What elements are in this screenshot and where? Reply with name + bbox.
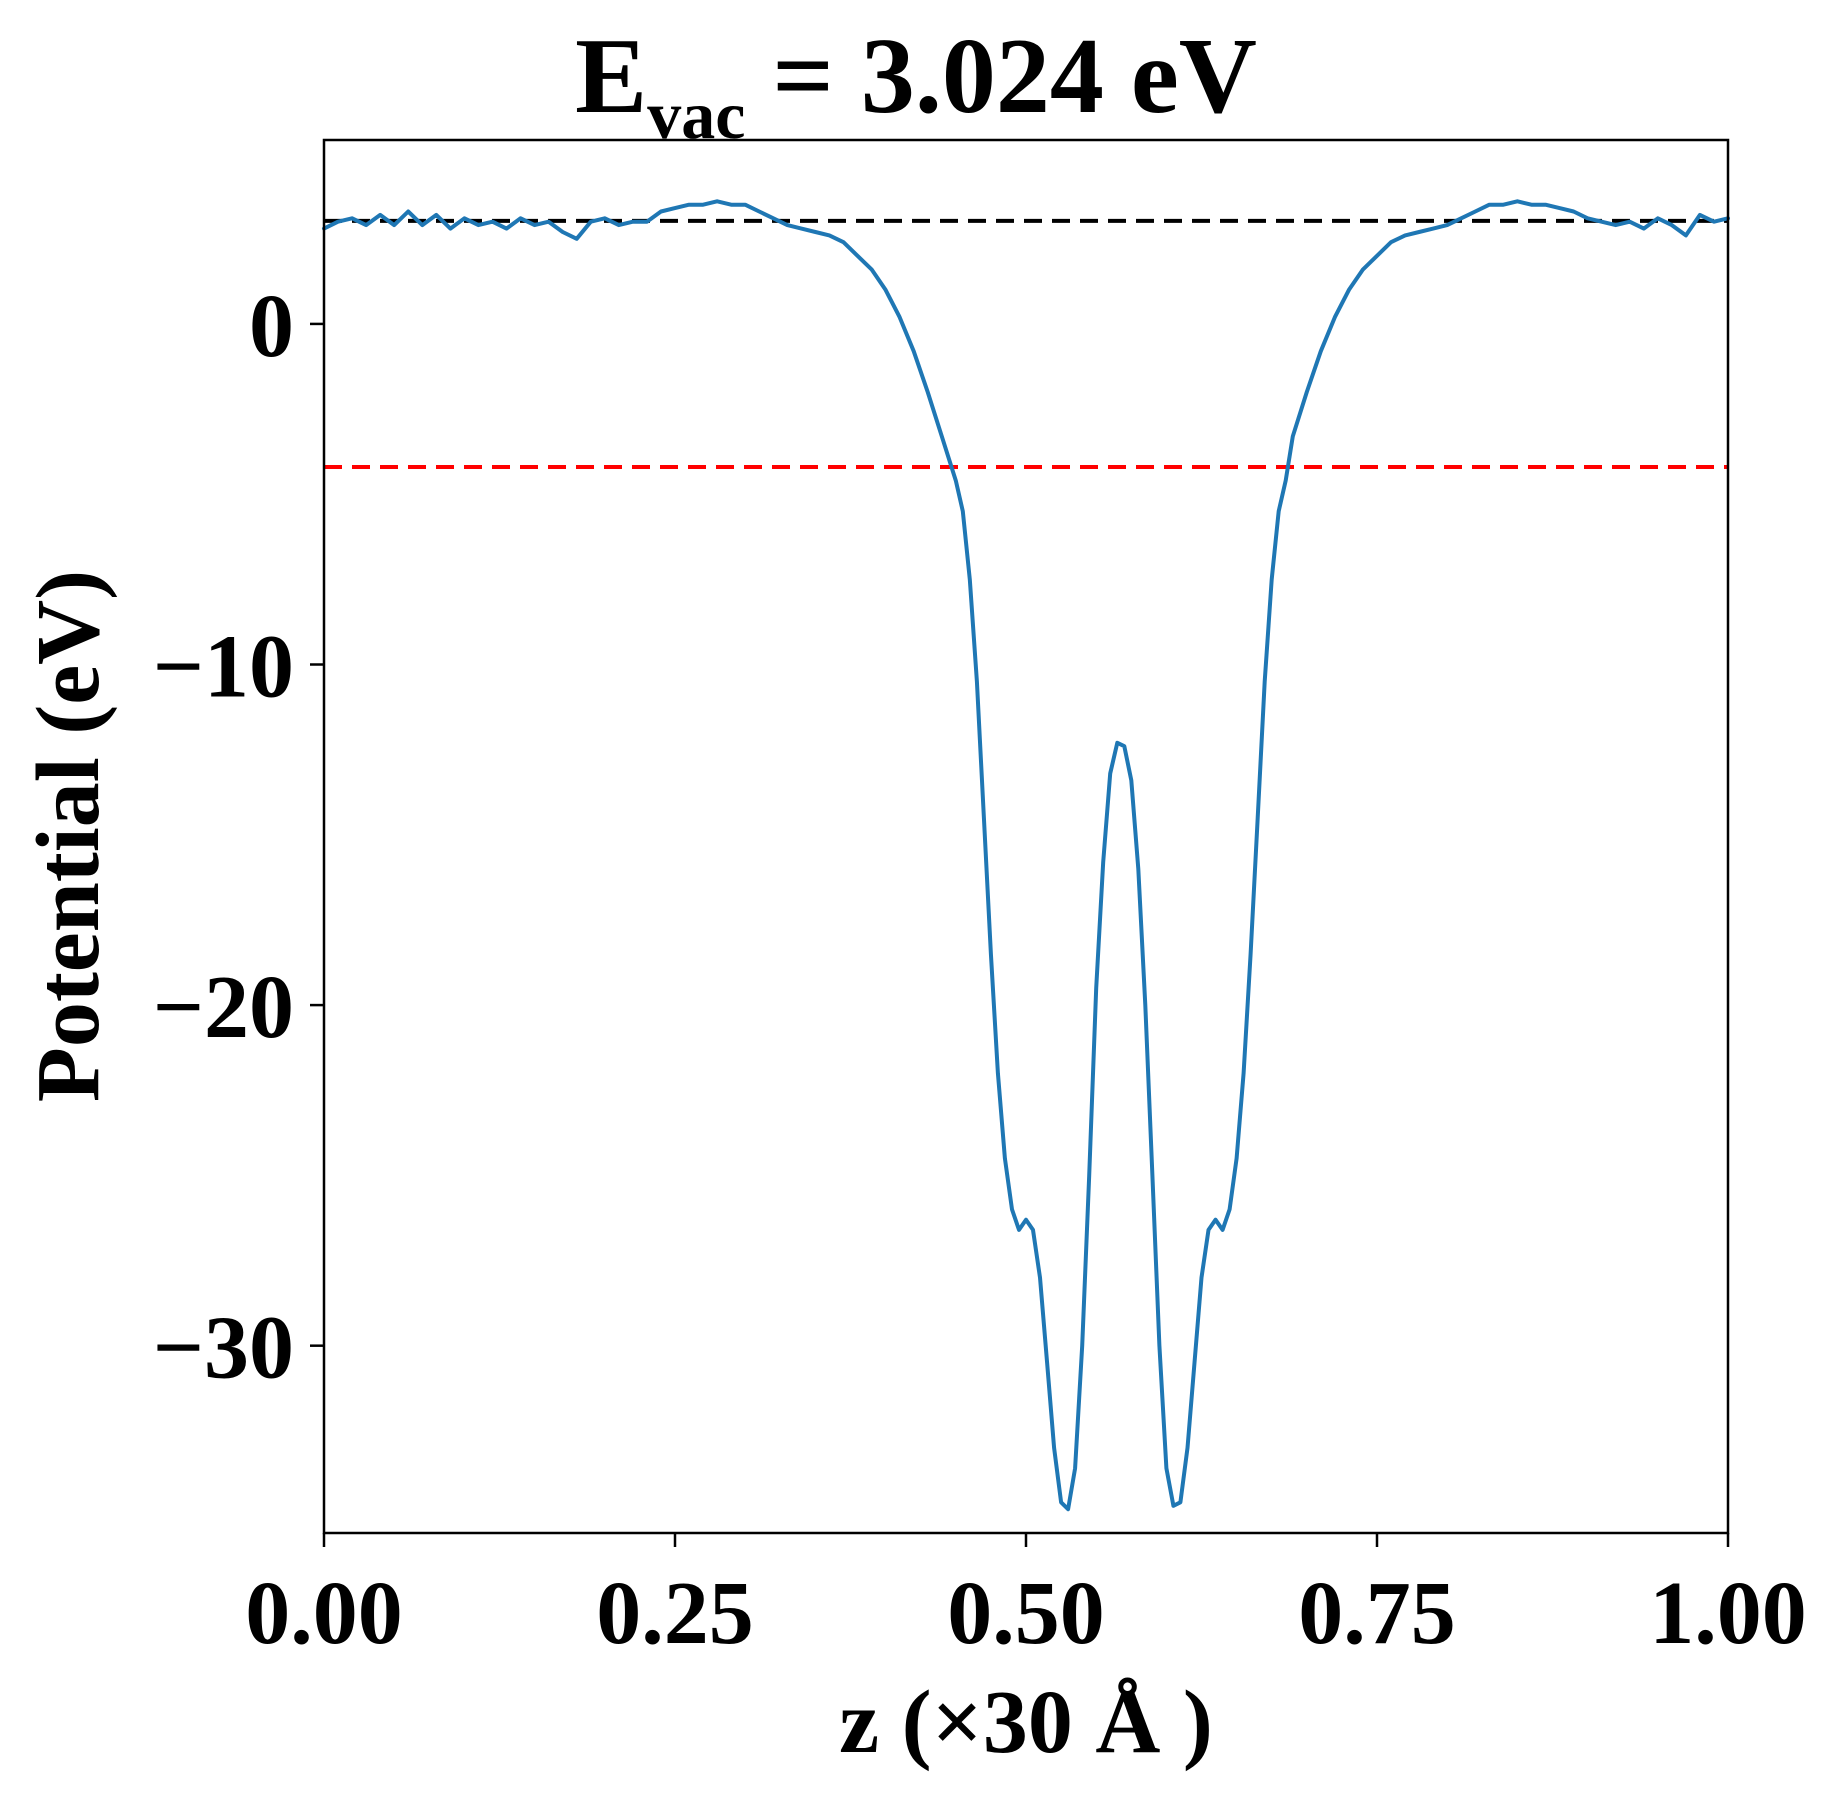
y-tick-label-1: −10 xyxy=(153,618,294,717)
y-tick-label-2: −20 xyxy=(153,958,294,1057)
x-tick-label-1: 0.25 xyxy=(596,1564,754,1663)
series-layer xyxy=(322,199,1730,1512)
x-tick-label-3: 0.75 xyxy=(1298,1564,1456,1663)
x-axis-label: z (×30 Å ) xyxy=(839,1673,1213,1772)
reference-lines xyxy=(324,218,1728,469)
y-tick-label-0: 0 xyxy=(249,277,294,376)
y-axis-label: Potential (eV) xyxy=(19,570,118,1102)
x-axis-ticks: 0.00 0.25 0.50 0.75 1.00 xyxy=(245,1533,1807,1663)
x-tick-label-4: 1.00 xyxy=(1649,1564,1807,1663)
chart-title: Evac = 3.024 eV xyxy=(575,17,1257,153)
x-tick-label-0: 0.00 xyxy=(245,1564,403,1663)
x-tick-label-2: 0.50 xyxy=(947,1564,1105,1663)
y-tick-label-3: −30 xyxy=(153,1299,294,1398)
chart-title-rest: = 3.024 eV xyxy=(745,17,1256,136)
chart-title-main: E xyxy=(575,17,647,136)
series-line-0 xyxy=(322,199,1730,1512)
chart-title-subscript: vac xyxy=(647,77,745,153)
y-axis-ticks: 0 −10 −20 −30 xyxy=(153,277,324,1398)
